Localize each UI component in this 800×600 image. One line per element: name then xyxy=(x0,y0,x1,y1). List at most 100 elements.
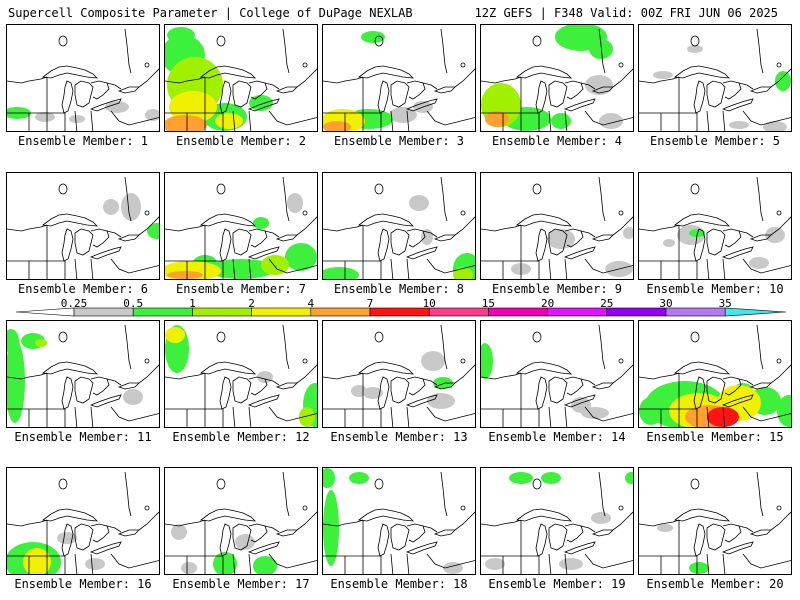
basemap-outline xyxy=(706,110,710,131)
basemap-outline xyxy=(264,230,280,238)
basemap-outline xyxy=(74,376,94,404)
basemap-outline xyxy=(738,525,754,533)
colorbar-segment xyxy=(547,307,608,317)
basemap-island xyxy=(618,358,624,364)
basemap-outline xyxy=(722,553,726,574)
basemap-outline xyxy=(390,406,394,427)
basemap-outline xyxy=(248,228,268,248)
basemap-outline xyxy=(165,224,206,232)
basemap-outline xyxy=(232,110,236,131)
basemap-outline xyxy=(248,376,268,396)
basemap-outline xyxy=(442,487,448,517)
basemap-outline xyxy=(442,192,448,222)
basemap-island xyxy=(216,183,226,195)
basemap-outline xyxy=(199,361,257,375)
basemap-outline xyxy=(7,76,48,84)
basemap-outline xyxy=(563,394,596,408)
scp-contour xyxy=(167,271,203,279)
basemap-outline xyxy=(219,80,232,114)
scp-contour xyxy=(123,389,143,405)
basemap-outline xyxy=(296,511,317,531)
basemap-outline xyxy=(74,258,78,279)
basemap-island xyxy=(144,358,150,364)
ensemble-member-label: Ensemble Member: 10 xyxy=(646,282,784,296)
basemap-outline xyxy=(138,68,159,88)
ensemble-panel-2 xyxy=(164,24,318,132)
scp-contour xyxy=(207,259,275,279)
basemap-outline xyxy=(219,228,232,262)
basemap-outline xyxy=(673,508,731,522)
basemap-island xyxy=(776,358,782,364)
basemap-island xyxy=(460,62,466,68)
basemap-outline xyxy=(454,364,475,384)
basemap-outline xyxy=(535,80,548,114)
scp-contour xyxy=(485,558,505,570)
basemap-outline xyxy=(758,340,764,370)
ensemble-member-label: Ensemble Member: 3 xyxy=(333,134,465,148)
basemap-outline xyxy=(426,110,475,126)
scp-contour xyxy=(167,27,195,43)
basemap-outline xyxy=(598,324,602,342)
basemap-island xyxy=(460,505,466,511)
basemap-island xyxy=(58,331,68,343)
basemap-outline xyxy=(721,394,754,408)
basemap-outline xyxy=(390,228,410,256)
basemap-outline xyxy=(584,553,633,569)
scp-contour xyxy=(585,75,613,95)
ensemble-member-label: Ensemble Member: 11 xyxy=(14,430,152,444)
ensemble-member-label: Ensemble Member: 5 xyxy=(649,134,781,148)
basemap-outline xyxy=(706,553,710,574)
run-info: 12Z GEFS | F348 Valid: 00Z FRI JUN 06 20… xyxy=(474,6,778,20)
basemap-island xyxy=(618,62,624,68)
basemap-outline xyxy=(580,378,596,386)
basemap-outline xyxy=(377,523,390,557)
ensemble-panel-9 xyxy=(480,172,634,280)
basemap-outline xyxy=(282,471,286,489)
basemap-outline xyxy=(41,65,99,79)
basemap-outline xyxy=(219,523,232,557)
scp-contour xyxy=(165,327,185,343)
scp-contour xyxy=(253,556,277,574)
panel-map xyxy=(639,176,791,279)
basemap-outline xyxy=(323,372,364,380)
basemap-outline xyxy=(247,394,280,408)
ensemble-panel-14 xyxy=(480,320,634,428)
panel-map xyxy=(165,176,317,279)
scp-contour xyxy=(657,524,673,532)
ensemble-panel-7 xyxy=(164,172,318,280)
ensemble-member-label: Ensemble Member: 7 xyxy=(175,282,307,296)
basemap-outline xyxy=(124,324,128,342)
scp-contour xyxy=(599,113,623,129)
scp-contour xyxy=(481,343,493,379)
basemap-outline xyxy=(515,213,573,227)
basemap-outline xyxy=(564,228,584,248)
basemap-outline xyxy=(722,406,726,427)
basemap-outline xyxy=(481,76,522,84)
basemap-outline xyxy=(749,234,772,242)
basemap-outline xyxy=(440,28,444,46)
basemap-island xyxy=(690,35,700,47)
basemap-outline xyxy=(639,372,680,380)
basemap-outline xyxy=(721,98,754,112)
scp-contour xyxy=(147,223,159,239)
basemap-outline xyxy=(406,523,426,543)
basemap-outline xyxy=(106,82,122,90)
basemap-outline xyxy=(426,553,475,569)
basemap-outline xyxy=(600,487,606,517)
basemap-outline xyxy=(535,228,548,262)
scp-contour xyxy=(165,115,207,131)
basemap-outline xyxy=(481,372,522,380)
basemap-outline xyxy=(323,224,364,232)
scp-contour xyxy=(349,472,369,484)
basemap-outline xyxy=(7,224,48,232)
basemap-outline xyxy=(248,523,268,543)
basemap-outline xyxy=(199,508,257,522)
basemap-outline xyxy=(722,110,726,131)
panel-map xyxy=(7,176,159,279)
basemap-outline xyxy=(600,340,606,370)
basemap-outline xyxy=(117,234,140,242)
basemap-island xyxy=(374,331,384,343)
basemap-outline xyxy=(706,228,726,256)
basemap-outline xyxy=(74,553,78,574)
basemap-outline xyxy=(296,364,317,384)
